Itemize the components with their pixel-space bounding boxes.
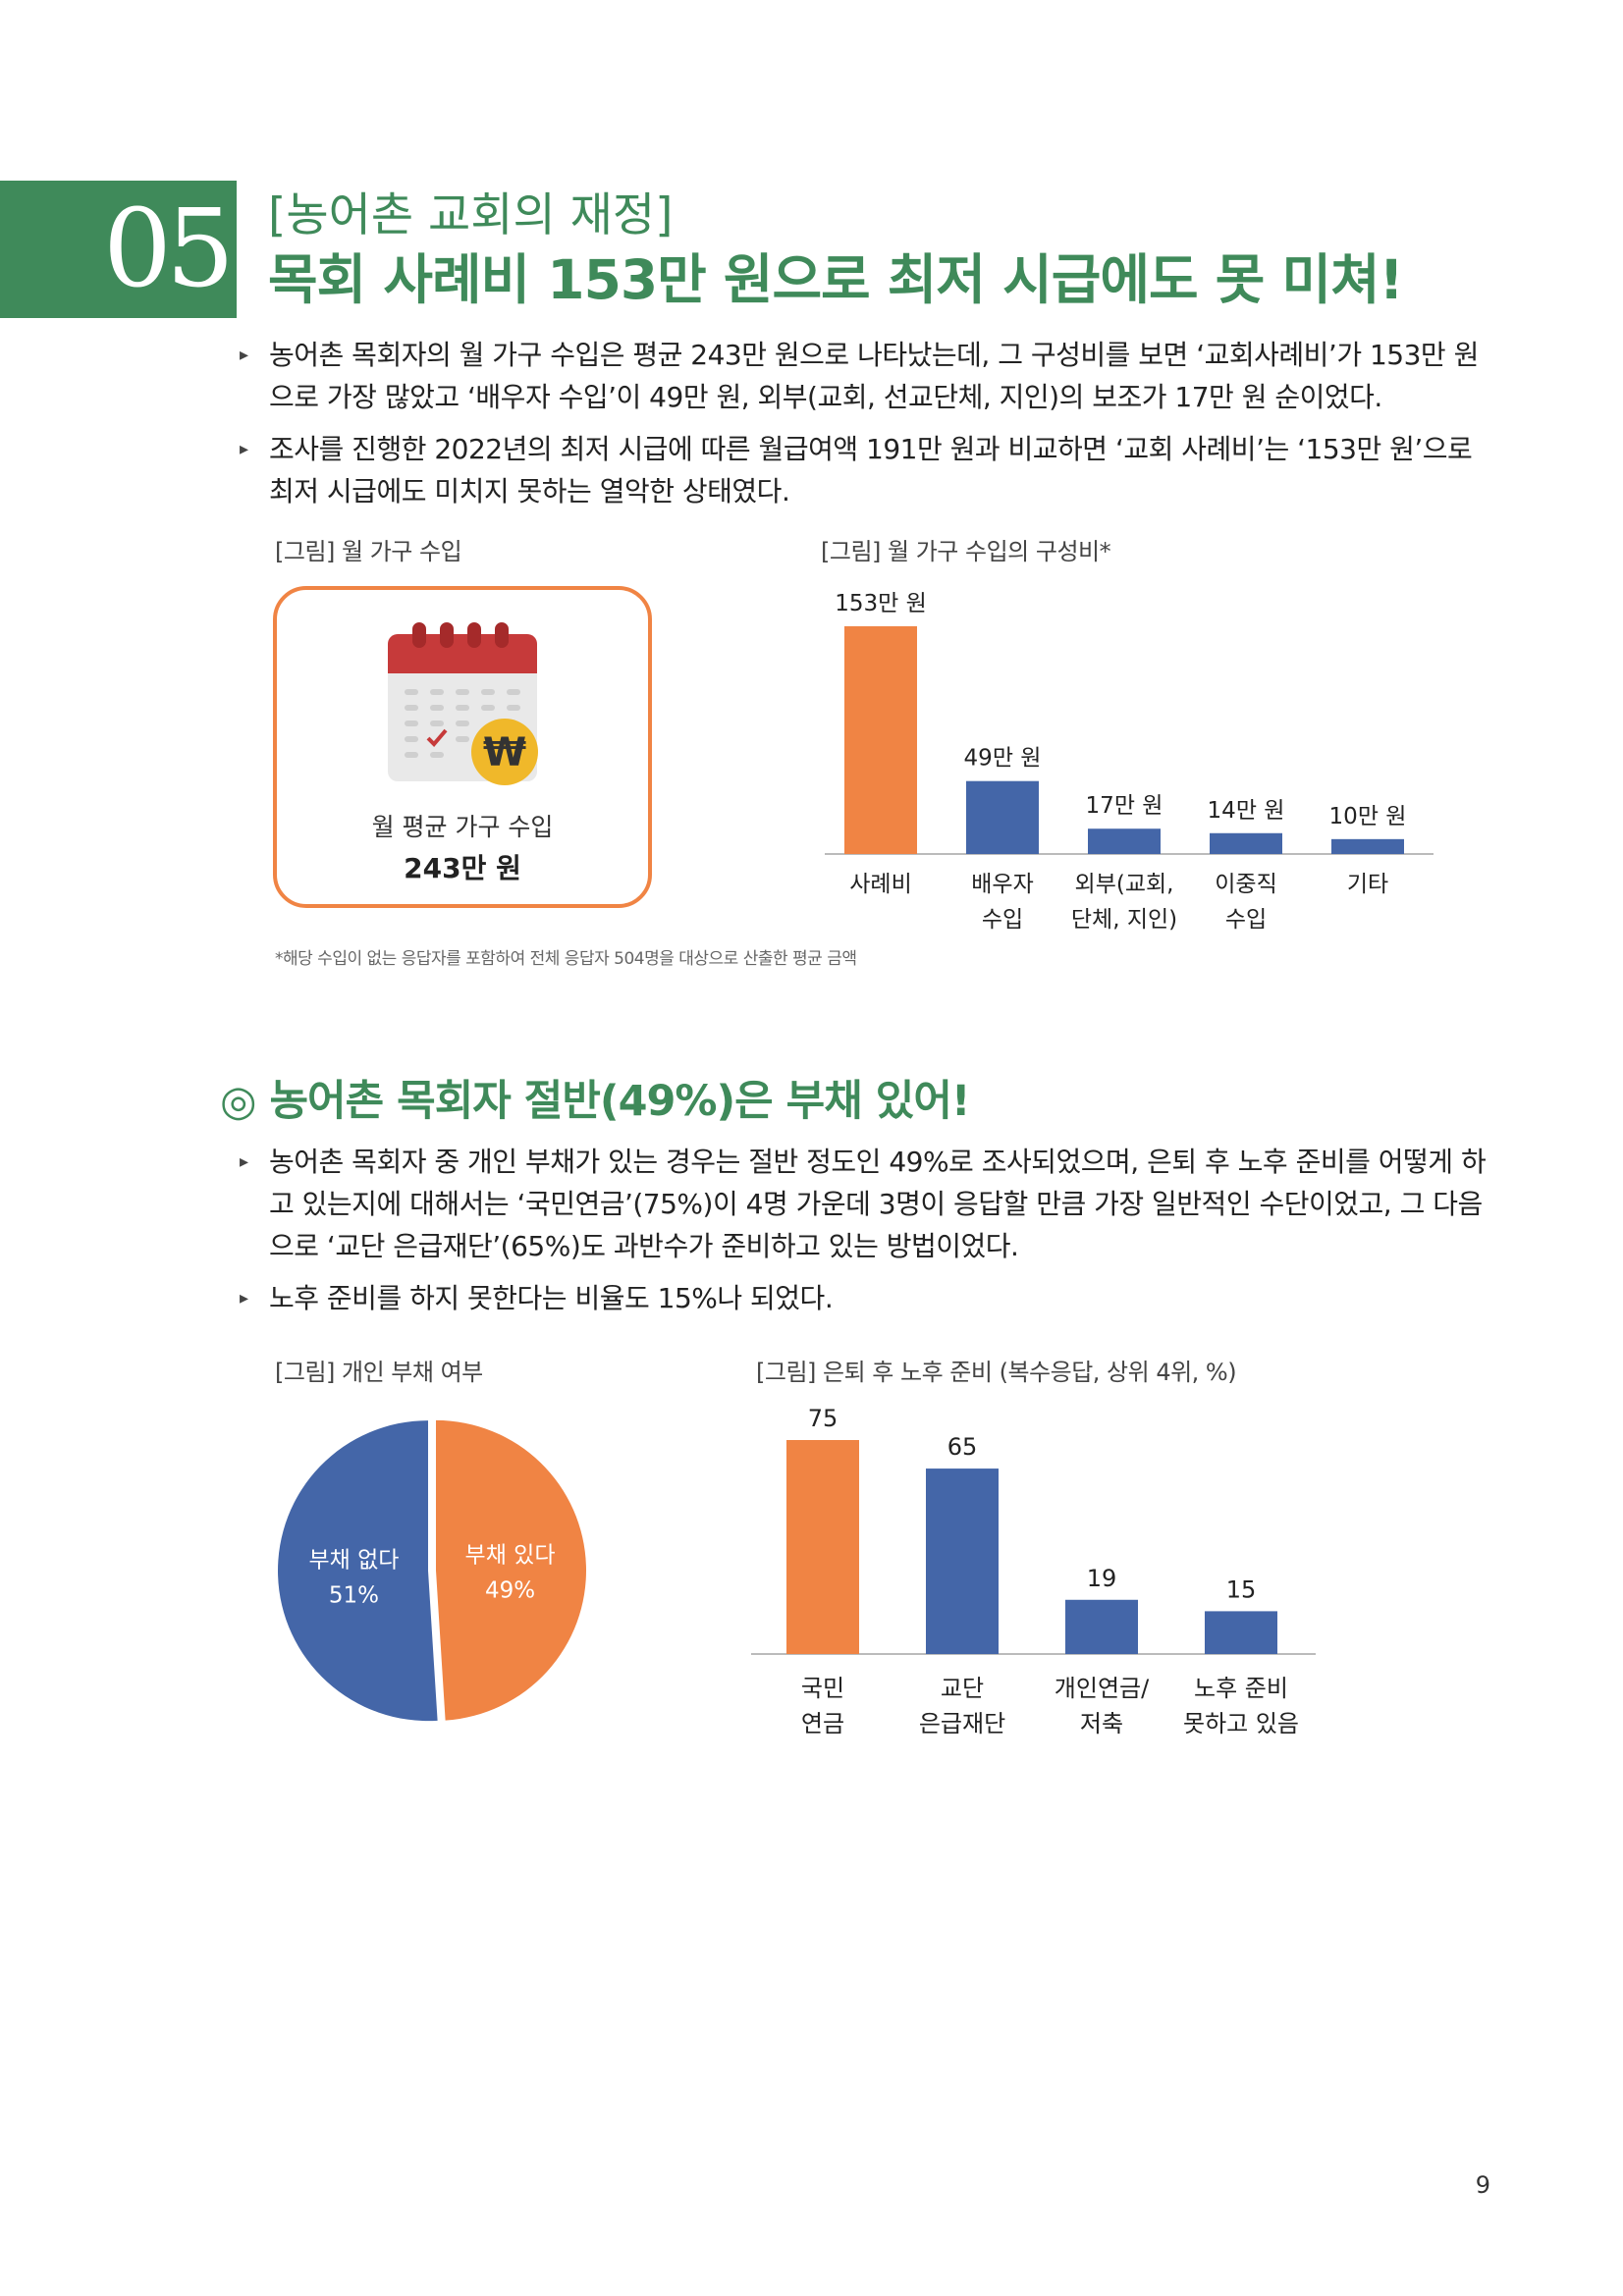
section2-title: ◎ 농어촌 목회자 절반(49%)은 부채 있어! xyxy=(220,1077,970,1126)
category-label: 저축 xyxy=(1080,1710,1123,1737)
calendar-won-icon: ₩ xyxy=(388,622,538,785)
category-label: 노후 준비 xyxy=(1194,1675,1288,1702)
bar xyxy=(1065,1599,1138,1654)
category-label: 이중직 xyxy=(1215,872,1276,897)
section-number-badge: 05 xyxy=(0,181,237,318)
category-label: 외부(교회, xyxy=(1075,872,1174,897)
data-label: 65 xyxy=(947,1433,978,1461)
figure-caption: [그림] 월 가구 수입 xyxy=(275,538,462,565)
income-value: 243만 원 xyxy=(404,852,521,884)
debt-pie-chart: 부채 있다 49% 부채 없다 51% xyxy=(278,1419,586,1722)
section-subtitle: [농어촌 교회의 재정] xyxy=(268,188,674,242)
bullet-text: 노후 준비를 하지 못한다는 비율도 15%나 되었다. xyxy=(240,1277,1487,1319)
page-title: 목회 사례비 153만 원으로 최저 시급에도 못 미쳐! xyxy=(268,248,1404,311)
category-label: 수입 xyxy=(982,907,1023,933)
section2-bullets: 농어촌 목회자 중 개인 부채가 있는 경우는 절반 정도인 49%로 조사되었… xyxy=(240,1141,1487,1329)
page-number: 9 xyxy=(1475,2171,1490,2199)
slice-label: 부채 있다 xyxy=(465,1543,556,1569)
category-label: 못하고 있음 xyxy=(1183,1710,1299,1737)
bar xyxy=(1331,838,1404,854)
bar xyxy=(1205,1611,1277,1654)
category-label: 배우자 xyxy=(971,872,1033,897)
category-label: 개인연금/ xyxy=(1055,1675,1150,1702)
category-label: 국민 xyxy=(801,1675,844,1702)
bar xyxy=(1088,828,1161,854)
data-label: 14만 원 xyxy=(1208,798,1285,824)
category-label: 기타 xyxy=(1347,872,1388,897)
data-label: 75 xyxy=(808,1405,839,1432)
bullet-text: 농어촌 목회자 중 개인 부채가 있는 경우는 절반 정도인 49%로 조사되었… xyxy=(240,1141,1487,1267)
slice-label: 부채 없다 xyxy=(309,1547,400,1573)
category-label: 단체, 지인) xyxy=(1071,907,1177,933)
svg-text:₩: ₩ xyxy=(483,730,526,775)
category-label: 연금 xyxy=(801,1710,844,1737)
data-label: 17만 원 xyxy=(1086,793,1163,819)
bar xyxy=(966,780,1039,854)
category-label: 교단 xyxy=(941,1675,984,1702)
figure-caption: [그림] 은퇴 후 노후 준비 (복수응답, 상위 4위, %) xyxy=(756,1359,1237,1386)
income-label: 월 평균 가구 수입 xyxy=(371,813,554,841)
pie-slice xyxy=(435,1419,586,1721)
slice-value-label: 49% xyxy=(485,1578,535,1604)
slice-value-label: 51% xyxy=(329,1582,379,1608)
bar xyxy=(1210,832,1282,854)
data-label: 15 xyxy=(1226,1575,1257,1603)
bar xyxy=(926,1468,999,1654)
figure-caption: [그림] 개인 부채 여부 xyxy=(275,1359,483,1386)
footnote: *해당 수입이 없는 응답자를 포함하여 전체 응답자 504명을 대상으로 산… xyxy=(275,949,857,969)
data-label: 153만 원 xyxy=(835,591,927,616)
income-summary-box: ₩ 월 평균 가구 수입 243만 원 xyxy=(273,586,652,908)
bar xyxy=(786,1440,859,1654)
category-label: 수입 xyxy=(1225,907,1267,933)
category-label: 은급재단 xyxy=(919,1710,1005,1737)
data-label: 19 xyxy=(1087,1565,1117,1592)
figure-caption: [그림] 월 가구 수입의 구성비* xyxy=(821,538,1111,565)
pie-slice xyxy=(278,1420,438,1722)
category-label: 사례비 xyxy=(849,872,911,897)
bullet-text: 조사를 진행한 2022년의 최저 시급에 따른 월급여액 191만 원과 비교… xyxy=(240,428,1487,512)
data-label: 49만 원 xyxy=(964,746,1042,772)
bar xyxy=(844,626,917,854)
bullet-text: 농어촌 목회자의 월 가구 수입은 평균 243만 원으로 나타났는데, 그 구… xyxy=(240,334,1487,418)
section1-bullets: 농어촌 목회자의 월 가구 수입은 평균 243만 원으로 나타났는데, 그 구… xyxy=(240,334,1487,522)
data-label: 10만 원 xyxy=(1329,804,1407,829)
section-number: 05 xyxy=(103,186,235,311)
